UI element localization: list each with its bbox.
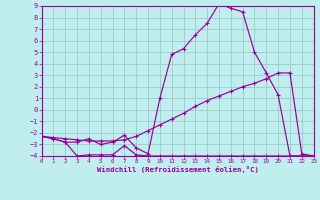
X-axis label: Windchill (Refroidissement éolien,°C): Windchill (Refroidissement éolien,°C) [97, 166, 259, 173]
